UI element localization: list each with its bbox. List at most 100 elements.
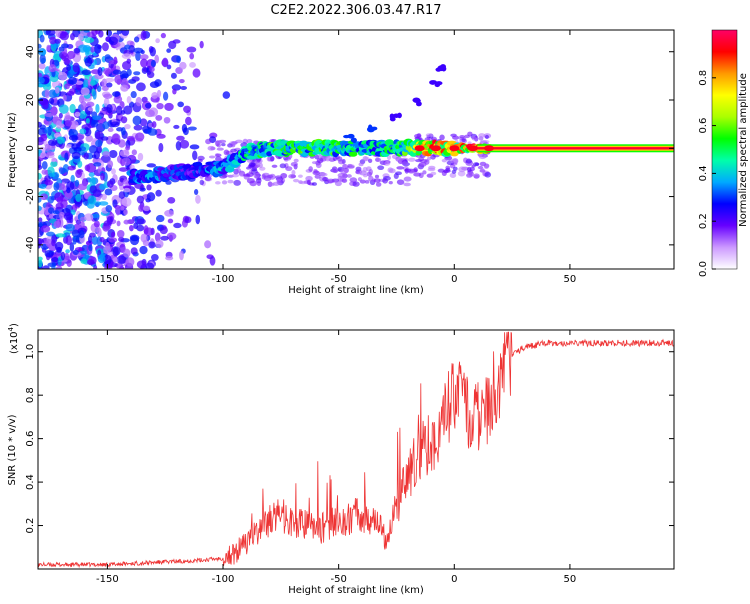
haze-mark <box>231 173 240 178</box>
speckle-mark <box>84 164 91 172</box>
speckle-mark <box>101 85 109 91</box>
haze-mark <box>275 177 283 182</box>
speckle-mark <box>181 123 188 133</box>
speckle-mark <box>80 258 87 264</box>
snr-frame <box>37 329 675 570</box>
haze-mark <box>285 166 293 172</box>
speckle-mark <box>151 92 159 99</box>
speckle-mark <box>54 38 61 44</box>
speckle-mark <box>40 193 49 201</box>
haze-mark <box>457 170 466 177</box>
speckle-mark <box>59 31 70 41</box>
branch-mark <box>351 138 357 144</box>
speckle-mark <box>39 34 45 43</box>
speckle-mark <box>103 220 112 228</box>
speckle-mark <box>106 103 113 114</box>
speckle-mark <box>116 30 123 35</box>
speckle-mark <box>50 161 58 168</box>
speckle-mark <box>185 116 192 126</box>
speckle-mark <box>179 139 190 149</box>
speckle-mark <box>151 121 157 128</box>
speckle-mark <box>121 30 130 36</box>
snr-y-multiplier: (x104) <box>7 323 20 354</box>
haze-mark <box>299 181 307 185</box>
speckle-mark <box>66 259 72 267</box>
haze-mark <box>270 156 275 162</box>
speckle-mark <box>136 82 146 92</box>
x-tick-label: -150 <box>96 574 119 585</box>
speckle-mark <box>138 204 145 212</box>
speckle-mark <box>159 226 168 235</box>
speckle-mark <box>140 233 148 243</box>
speckle-mark <box>97 67 103 76</box>
speckle-mark <box>143 227 154 236</box>
speckle-mark <box>105 77 115 83</box>
colorbar-tick-label: 0.2 <box>698 213 709 229</box>
speckle-mark <box>66 187 71 194</box>
speckle-mark <box>84 47 90 57</box>
speckle-mark <box>47 195 55 204</box>
speckle-mark <box>90 80 96 86</box>
speckle-mark <box>133 47 144 54</box>
speckle-mark <box>121 197 132 207</box>
speckle-mark <box>160 32 166 39</box>
speckle-mark <box>173 222 182 229</box>
speckle-mark <box>183 105 191 113</box>
speckle-mark <box>108 36 119 46</box>
haze-mark <box>352 181 360 187</box>
haze-mark <box>367 158 373 163</box>
speckle-mark <box>83 79 89 89</box>
x-tick-label: 50 <box>564 574 577 585</box>
speckle-mark <box>195 214 201 225</box>
speckle-mark <box>38 149 41 157</box>
speckle-mark <box>102 121 110 130</box>
speckle-mark <box>77 183 88 191</box>
speckle-mark <box>107 180 114 188</box>
speckle-mark <box>131 149 137 156</box>
y-tick-label: 0.2 <box>25 518 36 534</box>
speckle-mark <box>156 133 166 139</box>
speckle-mark <box>51 239 56 247</box>
speckle-mark <box>85 134 93 143</box>
speckle-mark <box>178 79 185 84</box>
speckle-mark <box>103 225 111 230</box>
speckle-mark <box>116 255 127 264</box>
y-tick-label: 0.6 <box>25 431 36 447</box>
haze-mark <box>382 178 388 184</box>
haze-mark <box>388 180 393 185</box>
haze-mark <box>393 173 399 179</box>
haze-mark <box>240 142 248 148</box>
speckle-mark <box>66 50 76 60</box>
speckle-mark <box>47 207 55 214</box>
haze-mark <box>230 148 238 153</box>
speckle-mark <box>46 44 51 51</box>
haze-mark <box>327 178 335 184</box>
speckle-mark <box>189 61 196 68</box>
speckle-mark <box>50 106 58 116</box>
speckle-mark <box>75 193 82 202</box>
speckle-mark <box>44 179 54 186</box>
speckle-mark <box>136 260 147 269</box>
speckle-mark <box>38 256 43 261</box>
speckle-mark <box>38 259 43 268</box>
speckle-mark <box>107 127 114 132</box>
haze-mark <box>251 167 258 172</box>
speckle-mark <box>87 259 95 266</box>
haze-mark <box>355 170 360 174</box>
speckle-mark <box>92 90 97 100</box>
haze-mark <box>368 169 373 175</box>
speckle-mark <box>78 229 85 239</box>
speckle-mark <box>48 172 56 177</box>
speckle-mark <box>161 59 169 67</box>
speckle-mark <box>110 231 116 238</box>
speckle-mark <box>150 59 156 68</box>
x-tick-label: -50 <box>330 274 346 285</box>
speckle-mark <box>99 236 105 243</box>
speckle-mark <box>167 218 174 224</box>
branch-mark <box>347 133 355 139</box>
speckle-mark <box>51 157 57 163</box>
spectrogram-frame <box>37 29 675 270</box>
haze-mark <box>464 134 470 139</box>
branch-mark <box>389 116 396 122</box>
speckle-mark <box>155 214 165 223</box>
